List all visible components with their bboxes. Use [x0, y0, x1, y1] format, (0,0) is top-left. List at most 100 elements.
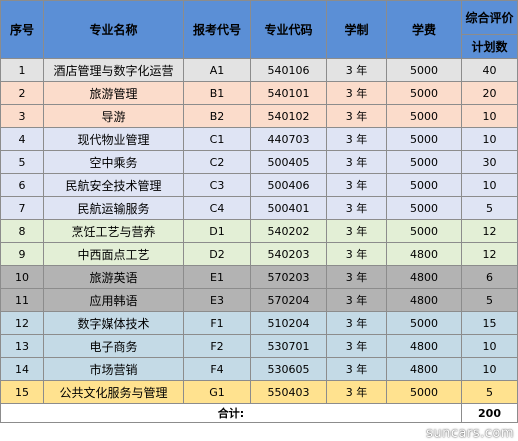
cell-exam-code: C4 — [183, 196, 251, 220]
cell-tuition: 5000 — [386, 81, 462, 105]
header-evaluation: 综合评价 — [461, 0, 518, 35]
cell-exam-code: F2 — [183, 334, 251, 358]
cell-duration: 3 年 — [326, 334, 387, 358]
cell-major-code: 540203 — [250, 242, 327, 266]
table-row: 7 民航运输服务 C4 500401 3 年 5000 5 — [0, 196, 518, 220]
cell-plan-count: 6 — [461, 265, 518, 289]
cell-tuition: 4800 — [386, 288, 462, 312]
cell-major-code: 530605 — [250, 357, 327, 381]
cell-plan-count: 15 — [461, 311, 518, 335]
cell-major-name: 中西面点工艺 — [43, 242, 184, 266]
cell-plan-count: 10 — [461, 334, 518, 358]
table-row: 13 电子商务 F2 530701 3 年 4800 10 — [0, 334, 518, 358]
table-row: 4 现代物业管理 C1 440703 3 年 5000 10 — [0, 127, 518, 151]
table-row: 3 导游 B2 540102 3 年 5000 10 — [0, 104, 518, 128]
cell-duration: 3 年 — [326, 81, 387, 105]
cell-seq: 14 — [0, 357, 44, 381]
cell-major-code: 500406 — [250, 173, 327, 197]
cell-exam-code: C2 — [183, 150, 251, 174]
cell-plan-count: 5 — [461, 380, 518, 404]
cell-major-code: 500401 — [250, 196, 327, 220]
cell-tuition: 5000 — [386, 380, 462, 404]
cell-tuition: 4800 — [386, 334, 462, 358]
table-row: 15 公共文化服务与管理 G1 550403 3 年 5000 5 — [0, 380, 518, 404]
table-body: 1 酒店管理与数字化运营 A1 540106 3 年 5000 40 2 旅游管理 B1 54010… — [0, 58, 518, 404]
cell-duration: 3 年 — [326, 173, 387, 197]
cell-exam-code: B1 — [183, 81, 251, 105]
cell-plan-count: 20 — [461, 81, 518, 105]
table-row: 5 空中乘务 C2 500405 3 年 5000 30 — [0, 150, 518, 174]
cell-duration: 3 年 — [326, 242, 387, 266]
cell-seq: 13 — [0, 334, 44, 358]
cell-major-name: 公共文化服务与管理 — [43, 380, 184, 404]
cell-tuition: 5000 — [386, 104, 462, 128]
cell-seq: 4 — [0, 127, 44, 151]
cell-major-name: 导游 — [43, 104, 184, 128]
cell-major-code: 530701 — [250, 334, 327, 358]
table-row: 11 应用韩语 E3 570204 3 年 4800 5 — [0, 288, 518, 312]
cell-major-name: 烹饪工艺与营养 — [43, 219, 184, 243]
cell-plan-count: 5 — [461, 288, 518, 312]
table-row: 12 数字媒体技术 F1 510204 3 年 5000 15 — [0, 311, 518, 335]
cell-major-code: 540106 — [250, 58, 327, 82]
cell-seq: 12 — [0, 311, 44, 335]
cell-tuition: 4800 — [386, 357, 462, 381]
cell-duration: 3 年 — [326, 104, 387, 128]
cell-major-code: 570204 — [250, 288, 327, 312]
cell-plan-count: 10 — [461, 173, 518, 197]
cell-tuition: 5000 — [386, 127, 462, 151]
cell-plan-count: 12 — [461, 219, 518, 243]
cell-seq: 8 — [0, 219, 44, 243]
cell-exam-code: F4 — [183, 357, 251, 381]
header-tuition: 学费 — [386, 0, 462, 59]
table-row: 14 市场营销 F4 530605 3 年 4800 10 — [0, 357, 518, 381]
cell-major-code: 540101 — [250, 81, 327, 105]
cell-major-name: 现代物业管理 — [43, 127, 184, 151]
total-value: 200 — [461, 403, 518, 423]
cell-plan-count: 40 — [461, 58, 518, 82]
cell-seq: 3 — [0, 104, 44, 128]
cell-tuition: 5000 — [386, 311, 462, 335]
cell-major-name: 旅游管理 — [43, 81, 184, 105]
cell-exam-code: B2 — [183, 104, 251, 128]
cell-tuition: 4800 — [386, 265, 462, 289]
cell-duration: 3 年 — [326, 58, 387, 82]
cell-major-code: 540102 — [250, 104, 327, 128]
cell-seq: 11 — [0, 288, 44, 312]
table-row: 6 民航安全技术管理 C3 500406 3 年 5000 10 — [0, 173, 518, 197]
cell-major-name: 市场营销 — [43, 357, 184, 381]
cell-exam-code: E1 — [183, 265, 251, 289]
header-exam-code: 报考代号 — [183, 0, 251, 59]
cell-major-code: 510204 — [250, 311, 327, 335]
cell-exam-code: D2 — [183, 242, 251, 266]
cell-plan-count: 10 — [461, 104, 518, 128]
cell-major-name: 酒店管理与数字化运营 — [43, 58, 184, 82]
cell-tuition: 5000 — [386, 173, 462, 197]
cell-exam-code: D1 — [183, 219, 251, 243]
cell-major-name: 民航安全技术管理 — [43, 173, 184, 197]
cell-major-name: 电子商务 — [43, 334, 184, 358]
table-row: 10 旅游英语 E1 570203 3 年 4800 6 — [0, 265, 518, 289]
cell-exam-code: G1 — [183, 380, 251, 404]
watermark: suncars.com — [426, 426, 514, 441]
cell-duration: 3 年 — [326, 357, 387, 381]
cell-duration: 3 年 — [326, 311, 387, 335]
cell-seq: 15 — [0, 380, 44, 404]
header-seq: 序号 — [0, 0, 44, 59]
cell-major-name: 旅游英语 — [43, 265, 184, 289]
cell-tuition: 5000 — [386, 219, 462, 243]
cell-seq: 9 — [0, 242, 44, 266]
cell-exam-code: A1 — [183, 58, 251, 82]
cell-duration: 3 年 — [326, 380, 387, 404]
cell-plan-count: 5 — [461, 196, 518, 220]
cell-tuition: 5000 — [386, 58, 462, 82]
table-row: 8 烹饪工艺与营养 D1 540202 3 年 5000 12 — [0, 219, 518, 243]
cell-plan-count: 30 — [461, 150, 518, 174]
cell-duration: 3 年 — [326, 288, 387, 312]
cell-seq: 10 — [0, 265, 44, 289]
total-label: 合计: — [0, 403, 462, 423]
cell-exam-code: F1 — [183, 311, 251, 335]
cell-duration: 3 年 — [326, 127, 387, 151]
cell-tuition: 4800 — [386, 242, 462, 266]
cell-seq: 1 — [0, 58, 44, 82]
